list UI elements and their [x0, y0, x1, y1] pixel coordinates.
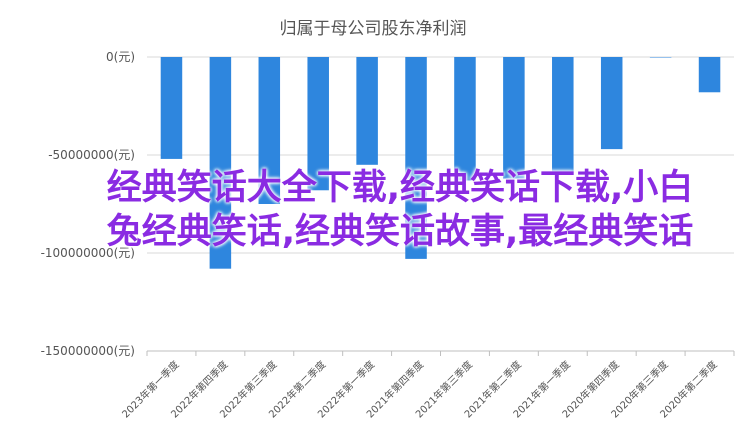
- y-axis-ticks: 0(元) -50000000(元) -100000000(元) -150000000(…: [41, 50, 135, 358]
- y-tick-label: -100000000(元): [41, 246, 135, 260]
- watermark-overlay-text: 经典笑话大全下载,经典笑话下载,小白兔经典笑话,经典笑话故事,最经典笑话: [106, 168, 694, 252]
- chart-title: 归属于母公司股东净利润: [280, 19, 467, 39]
- y-tick-label: -150000000(元): [41, 344, 135, 358]
- bar: [454, 57, 476, 181]
- bar: [649, 57, 672, 58]
- bar: [503, 57, 525, 179]
- bar: [356, 57, 378, 165]
- bar: [405, 57, 427, 259]
- bar: [160, 57, 183, 159]
- x-axis-ticks: 2023年第一季度2022年第四季度2022年第三季度2022年第二季度2022…: [119, 351, 735, 420]
- bar: [698, 57, 721, 93]
- bar: [600, 57, 623, 150]
- bars: [160, 57, 721, 269]
- bar: [209, 57, 232, 269]
- bar: [552, 57, 574, 175]
- bar: [307, 57, 329, 191]
- y-tick-label: -50000000(元): [48, 148, 135, 162]
- bar: [258, 57, 281, 204]
- y-tick-label: 0(元): [106, 50, 135, 64]
